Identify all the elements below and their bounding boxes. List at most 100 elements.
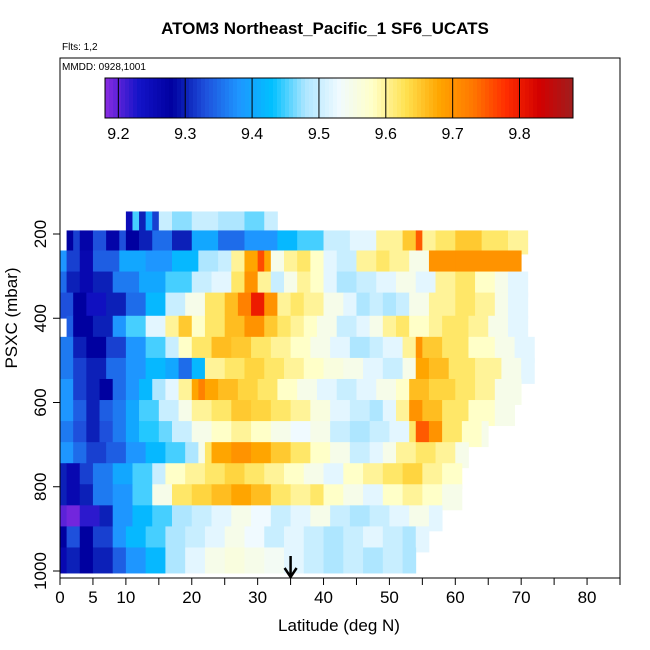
colorbar-swatch — [469, 78, 474, 118]
colorbar-swatch — [361, 78, 366, 118]
heatmap-cell — [92, 484, 114, 511]
heatmap-cell — [251, 484, 272, 511]
y-tick-label: 200 — [31, 220, 50, 248]
heatmap-cell — [132, 463, 153, 490]
heatmap-cell — [363, 484, 384, 511]
heatmap-cell — [402, 526, 417, 553]
heatmap-cell — [382, 526, 403, 553]
heatmap-cell — [211, 421, 232, 448]
heatmap-cell — [435, 271, 456, 298]
heatmap-cell — [139, 421, 160, 448]
heatmap-cell — [152, 505, 173, 532]
heatmap-cell — [185, 526, 206, 553]
colorbar-swatch — [333, 78, 338, 118]
colorbar-swatch — [189, 78, 194, 118]
colorbar-swatch — [157, 78, 162, 118]
heatmap-cell — [363, 357, 384, 384]
heatmap-cell — [165, 357, 179, 384]
heatmap-cell — [343, 357, 364, 384]
heatmap-cell — [343, 526, 364, 553]
heatmap-cell — [132, 505, 153, 532]
heatmap-cell — [270, 505, 291, 532]
heatmap-cell — [165, 292, 186, 319]
heatmap-cell — [211, 484, 232, 511]
heatmap-cell — [231, 336, 252, 363]
heatmap-cell — [191, 336, 212, 363]
colorbar-swatch — [197, 78, 202, 118]
heatmap-cell — [349, 400, 371, 427]
heatmap-cell — [204, 526, 226, 553]
heatmap-cell — [310, 421, 331, 448]
heatmap-cell — [106, 442, 127, 469]
colorbar-swatch — [117, 78, 122, 118]
heatmap-cell — [86, 400, 100, 427]
heatmap-cell — [336, 378, 357, 405]
heatmap-cell — [73, 315, 94, 342]
heatmap-cell — [303, 526, 324, 553]
heatmap-cell — [224, 315, 245, 342]
colorbar-swatch — [377, 78, 382, 118]
heatmap-cell — [343, 547, 364, 574]
heatmap-cell — [330, 400, 351, 427]
colorbar-swatch — [205, 78, 210, 118]
heatmap-cell — [66, 230, 74, 255]
heatmap-cell — [60, 357, 74, 384]
colorbar-swatch — [349, 78, 354, 118]
heatmap-cell — [402, 230, 417, 255]
heatmap-cell — [297, 271, 311, 298]
colorbar-swatch — [505, 78, 510, 118]
heatmap-cell — [66, 547, 81, 574]
colorbar-swatch — [429, 78, 434, 118]
heatmap-cell — [475, 378, 496, 405]
heatmap-cell — [185, 442, 199, 469]
heatmap-cell — [125, 442, 147, 469]
colorbar-swatch — [149, 78, 154, 118]
heatmap-cell — [330, 421, 351, 448]
heatmap-cell — [106, 292, 127, 319]
heatmap-cell — [79, 505, 100, 532]
colorbar-swatch — [273, 78, 278, 118]
heatmap-cell — [165, 336, 179, 363]
heatmap-cell — [152, 230, 173, 255]
heatmap-cell — [303, 547, 324, 574]
colorbar-swatch — [453, 78, 458, 118]
colorbar-swatch — [309, 78, 314, 118]
heatmap-cell — [191, 421, 212, 448]
heatmap-cell — [231, 400, 252, 427]
heatmap-cell — [66, 505, 81, 532]
heatmap-cell — [270, 336, 291, 363]
heatmap-cell — [481, 421, 489, 448]
colorbar-swatch — [165, 78, 170, 118]
colorbar-swatch — [569, 78, 574, 118]
heatmap-cell — [112, 463, 133, 490]
heatmap-cell — [290, 505, 311, 532]
colorbar-swatch — [473, 78, 478, 118]
heatmap-cell — [165, 463, 186, 490]
colorbar-swatch — [313, 78, 318, 118]
heatmap-cell — [244, 230, 278, 255]
heatmap-cell — [363, 547, 384, 574]
heatmap-cell — [494, 292, 509, 319]
colorbar-swatch — [209, 78, 214, 118]
heatmap-cell — [204, 547, 226, 574]
heatmap-cell — [277, 378, 298, 405]
heatmap-cell — [125, 421, 140, 448]
heatmap-cell — [158, 211, 173, 236]
heatmap-cell — [428, 421, 443, 448]
heatmap-cell — [86, 378, 100, 405]
x-tick-label: 10 — [116, 588, 135, 607]
colorbar-swatch — [509, 78, 514, 118]
heatmap-cell — [316, 315, 338, 342]
heatmap-cell — [165, 526, 186, 553]
heatmap-cell — [382, 336, 403, 363]
heatmap-cell — [106, 230, 120, 255]
heatmap-cell — [185, 292, 206, 319]
heatmap-cell — [60, 271, 67, 298]
colorbar-swatch — [565, 78, 570, 118]
heatmap-cell — [382, 292, 397, 319]
heatmap-cell — [79, 526, 94, 553]
colorbar-swatch — [549, 78, 554, 118]
heatmap-cell — [125, 315, 147, 342]
colorbar-swatch — [417, 78, 422, 118]
